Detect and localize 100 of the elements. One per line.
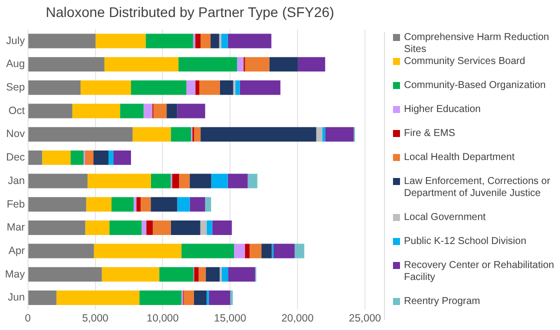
bar bbox=[172, 174, 180, 188]
bar bbox=[28, 267, 102, 282]
bar bbox=[120, 104, 144, 118]
bar bbox=[220, 80, 234, 95]
bar bbox=[240, 80, 280, 95]
bar bbox=[200, 127, 316, 142]
legend-label: Reentry Program bbox=[404, 296, 480, 308]
bar bbox=[262, 244, 272, 258]
y-tick-label: Jun bbox=[8, 292, 25, 304]
bar bbox=[80, 80, 131, 95]
bar bbox=[228, 174, 248, 188]
bar bbox=[198, 267, 206, 282]
bar bbox=[166, 104, 178, 118]
bar bbox=[88, 174, 151, 188]
bar bbox=[228, 34, 272, 48]
bar bbox=[28, 244, 94, 258]
bar bbox=[28, 57, 104, 72]
bar bbox=[325, 127, 354, 142]
bar bbox=[136, 197, 141, 212]
bar bbox=[200, 34, 211, 48]
y-tick-label: Mar bbox=[6, 222, 26, 234]
bar bbox=[178, 57, 238, 72]
bar bbox=[94, 150, 108, 165]
bar bbox=[152, 220, 171, 235]
bar bbox=[134, 197, 136, 212]
legend-label: Comprehensive Harm Reduction Sites bbox=[404, 32, 550, 56]
bar bbox=[139, 290, 182, 305]
bar bbox=[206, 220, 212, 235]
y-tick-label: May bbox=[4, 268, 26, 280]
bar bbox=[179, 174, 190, 188]
bar bbox=[102, 267, 160, 282]
bar bbox=[177, 104, 206, 118]
bar bbox=[186, 80, 196, 95]
legend-label: Law Enforcement, Corrections or Department of Juvenile Justice bbox=[404, 176, 552, 200]
y-tick-label: Dec bbox=[6, 152, 25, 164]
bar bbox=[190, 174, 212, 188]
bar bbox=[140, 197, 151, 212]
bar bbox=[208, 290, 230, 305]
bar bbox=[144, 104, 152, 118]
bar bbox=[205, 197, 212, 212]
bar bbox=[28, 197, 86, 212]
y-tick-label: Sep bbox=[6, 82, 25, 94]
bar bbox=[269, 57, 298, 72]
legend-label: Public K-12 School Division bbox=[404, 236, 526, 248]
bar bbox=[210, 34, 220, 48]
bar bbox=[316, 127, 322, 142]
bar bbox=[194, 290, 207, 305]
bar bbox=[294, 244, 304, 258]
legend-label: Higher Education bbox=[404, 104, 481, 116]
bar bbox=[237, 57, 244, 72]
y-tick-label: Aug bbox=[6, 58, 25, 70]
bar bbox=[86, 197, 112, 212]
bar bbox=[199, 80, 220, 95]
bar bbox=[104, 57, 178, 72]
bar bbox=[273, 244, 295, 258]
legend-label: Local Government bbox=[404, 212, 486, 224]
bar bbox=[70, 150, 84, 165]
bar bbox=[230, 290, 233, 305]
x-tick-label: 20,000 bbox=[281, 312, 314, 325]
x-tick-label: 10,000 bbox=[146, 312, 179, 325]
y-tick-label: Apr bbox=[8, 244, 26, 257]
bar bbox=[235, 80, 240, 95]
bar bbox=[322, 127, 326, 142]
bar bbox=[184, 290, 194, 305]
bar bbox=[42, 150, 71, 165]
bar bbox=[108, 150, 114, 165]
bar bbox=[190, 197, 206, 212]
bar bbox=[298, 57, 326, 72]
bar bbox=[181, 244, 234, 258]
bar bbox=[28, 104, 72, 118]
legend-label: Community Services Board bbox=[404, 56, 526, 68]
y-tick-label: Oct bbox=[8, 104, 25, 117]
bar bbox=[28, 150, 42, 165]
y-tick-label: Feb bbox=[6, 198, 25, 210]
bar bbox=[28, 174, 88, 188]
bar bbox=[96, 34, 146, 48]
bar bbox=[153, 104, 167, 118]
y-tick-label: Jan bbox=[8, 174, 25, 187]
bar bbox=[113, 150, 131, 165]
bar bbox=[170, 220, 200, 235]
bar bbox=[56, 290, 140, 305]
bar bbox=[194, 267, 199, 282]
x-tick-label: 5,000 bbox=[82, 312, 109, 325]
bar bbox=[150, 197, 178, 212]
chart-title: Naloxone Distributed by Partner Type (SFY26) bbox=[44, 4, 336, 20]
bar bbox=[28, 34, 96, 48]
bar bbox=[212, 220, 232, 235]
bar bbox=[194, 127, 201, 142]
bar bbox=[222, 267, 228, 282]
bar bbox=[28, 290, 56, 305]
x-tick-label: 15,000 bbox=[214, 312, 246, 325]
bar bbox=[200, 220, 207, 235]
y-tick-label: Nov bbox=[6, 128, 26, 140]
bar bbox=[248, 174, 258, 188]
bar bbox=[94, 244, 182, 258]
bar bbox=[85, 220, 110, 235]
bar bbox=[250, 244, 262, 258]
bar bbox=[211, 174, 228, 188]
legend-label: Fire & EMS bbox=[404, 128, 456, 140]
bar bbox=[146, 220, 153, 235]
